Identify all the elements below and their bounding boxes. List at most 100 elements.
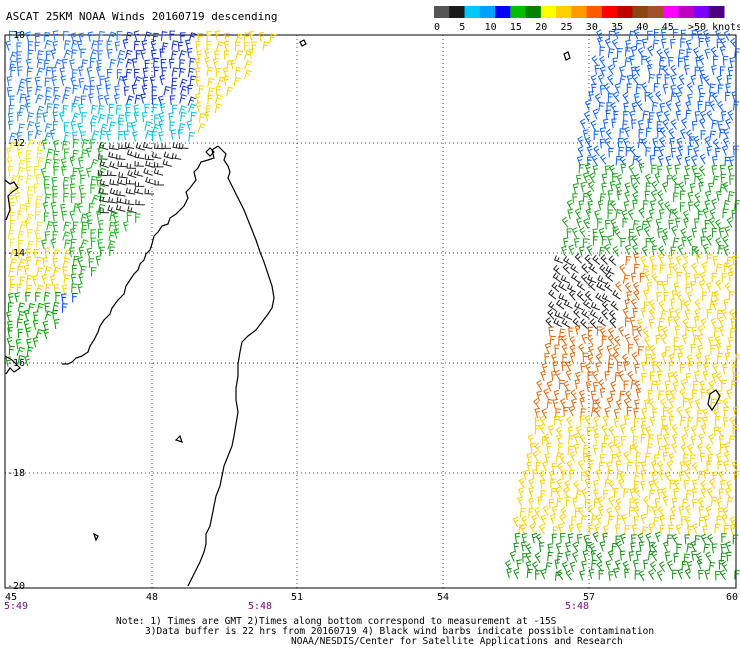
wind-barb [561, 361, 568, 372]
wind-barb [180, 85, 189, 95]
wind-barb [599, 153, 607, 165]
wind-barb [597, 505, 604, 517]
wind-barb [206, 31, 212, 41]
wind-barb [7, 165, 14, 177]
wind-barb [97, 219, 104, 231]
wind-barb [35, 85, 43, 96]
wind-barb [62, 266, 68, 277]
wind-barb [151, 151, 162, 159]
wind-barb [195, 101, 202, 113]
wind-barb [615, 498, 622, 509]
wind-barb [715, 279, 722, 291]
lon-label: 45 [5, 592, 17, 603]
wind-barb [158, 112, 165, 123]
wind-barb [635, 550, 642, 561]
wind-barb [26, 87, 33, 98]
wind-barb [595, 513, 602, 525]
wind-barb [684, 568, 691, 579]
wind-barb [613, 28, 620, 40]
wind-barb [623, 200, 630, 212]
wind-barb [551, 353, 557, 364]
wind-barb [162, 159, 172, 167]
wind-barb [700, 388, 706, 399]
wind-barb [179, 94, 187, 104]
wind-barb [187, 96, 196, 106]
wind-barb [189, 57, 196, 68]
wind-barb [144, 154, 155, 161]
wind-barb [680, 443, 687, 455]
wind-barb [97, 228, 104, 239]
wind-barb [702, 408, 709, 420]
wind-barb [6, 147, 12, 158]
wind-barb [717, 460, 724, 471]
wind-barb [717, 309, 724, 320]
wind-barb [593, 432, 600, 444]
wind-barb [663, 291, 670, 302]
wind-barb [584, 99, 591, 111]
wind-barb [44, 132, 53, 142]
wind-barb [130, 121, 137, 132]
wind-barb [556, 478, 563, 490]
wind-barb [536, 390, 542, 402]
wind-barb [579, 570, 585, 581]
wind-barb [571, 227, 578, 239]
wind-barb [628, 551, 635, 562]
wind-barb [581, 309, 590, 319]
wind-barb [118, 120, 125, 130]
wind-barb [634, 65, 641, 77]
wind-barb [109, 161, 119, 170]
wind-barb [635, 388, 642, 399]
wind-barb [641, 55, 647, 66]
wind-barb [657, 280, 663, 291]
wind-barb [709, 83, 716, 93]
wind-barb [8, 104, 15, 115]
wind-barb [538, 470, 546, 482]
wind-barb [159, 103, 166, 114]
wind-barb [564, 389, 571, 401]
wind-barb [597, 73, 604, 85]
wind-barb [144, 121, 152, 131]
wind-barb [727, 497, 734, 507]
wind-barb [125, 49, 133, 60]
wind-barb [592, 531, 599, 543]
wind-barb [695, 56, 701, 67]
wind-barb [16, 265, 24, 276]
wind-barb [52, 30, 59, 41]
wind-barb [44, 122, 53, 133]
wind-barb [7, 302, 14, 312]
wind-barb [654, 531, 661, 543]
wind-barb [64, 148, 70, 159]
wind-barb [630, 45, 637, 57]
wind-barb [703, 469, 709, 480]
wind-barb [670, 147, 677, 158]
wind-barb [699, 92, 706, 103]
wind-barb [529, 442, 536, 453]
wind-barb [694, 398, 701, 410]
wind-barb [52, 231, 59, 241]
wind-barb [698, 66, 705, 77]
wind-barb [670, 92, 678, 102]
wind-barb [44, 231, 51, 241]
wind-barb [77, 65, 84, 77]
wind-barb [63, 131, 71, 142]
coastline-africa [4, 179, 21, 375]
legend-color-box [540, 6, 557, 18]
wind-barb [552, 398, 559, 410]
wind-barb [657, 325, 663, 337]
wind-barb [651, 164, 657, 175]
wind-barb [609, 317, 617, 329]
wind-barb [690, 540, 697, 552]
wind-barb [581, 333, 587, 345]
wind-barb [599, 46, 606, 57]
wind-barb [62, 140, 69, 151]
wind-barb [640, 460, 647, 472]
wind-barb [116, 69, 123, 79]
wind-barb [553, 318, 563, 328]
wind-barb [64, 86, 72, 97]
wind-barb [638, 570, 645, 582]
wind-barb [645, 452, 652, 463]
wind-barb [729, 308, 736, 320]
wind-barb [140, 93, 147, 104]
wind-barb [172, 104, 178, 115]
wind-barb [645, 425, 652, 437]
